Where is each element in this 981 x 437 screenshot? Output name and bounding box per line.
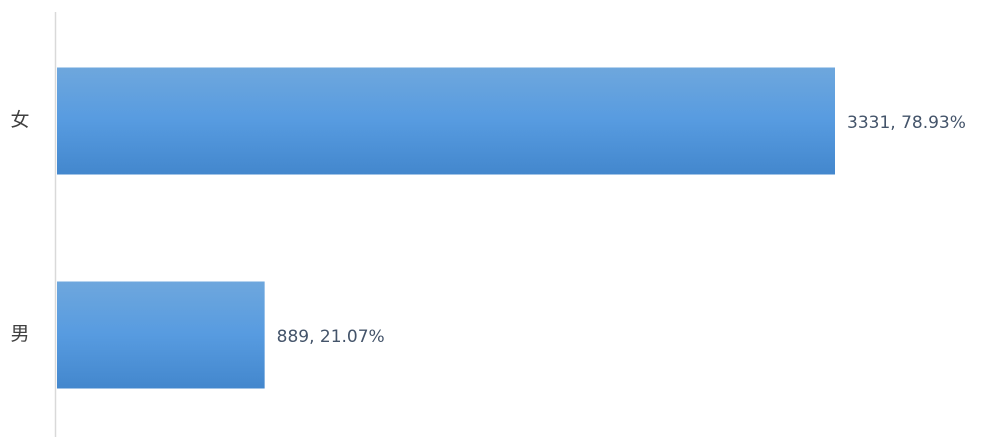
data-label: 3331, 78.93% [847,113,966,133]
y-tick-label: 女 [10,109,29,131]
bar [57,281,265,389]
bar [57,67,835,175]
data-label: 889, 21.07% [277,327,385,347]
y-tick-label: 男 [10,323,29,345]
